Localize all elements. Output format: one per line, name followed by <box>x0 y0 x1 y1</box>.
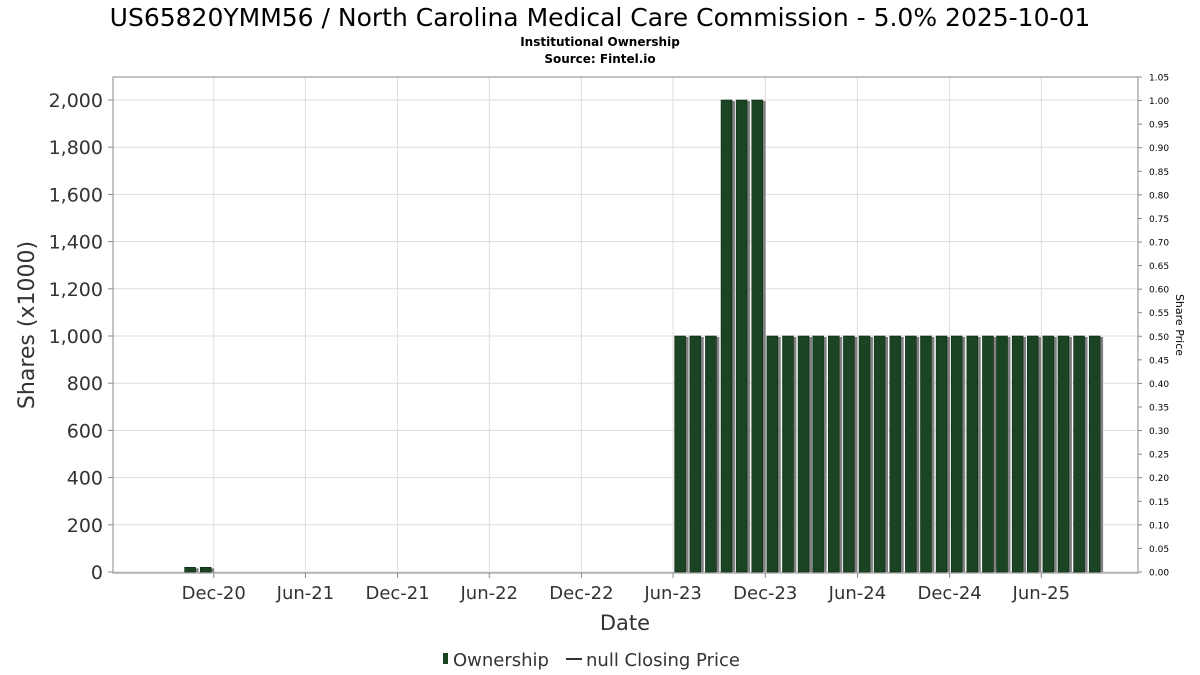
y-tick-label: 400 <box>67 468 103 490</box>
x-tick-label: Dec-22 <box>549 583 613 604</box>
y2-tick-label: 0.85 <box>1149 168 1169 178</box>
ownership-bar <box>858 335 871 573</box>
x-tick-label: Jun-21 <box>276 583 335 604</box>
y2-tick-label: 0.35 <box>1149 404 1169 414</box>
y2-tick-label: 0.50 <box>1149 333 1169 343</box>
legend-ownership-label: Ownership <box>453 650 549 671</box>
y2-tick-label: 0.30 <box>1149 427 1169 437</box>
ownership-bar <box>705 335 717 573</box>
legend: Ownership null Closing Price <box>443 650 740 671</box>
ownership-bar <box>812 335 824 573</box>
ownership-bar <box>920 335 932 573</box>
y2-tick-label: 0.25 <box>1149 451 1169 461</box>
y2-tick-label: 0.95 <box>1149 121 1169 131</box>
x-tick-label: Dec-20 <box>182 583 246 604</box>
y2-tick-label: 0.45 <box>1149 356 1169 366</box>
ownership-bar <box>735 99 748 573</box>
y2-tick-label: 1.05 <box>1149 74 1169 84</box>
ownership-bar <box>751 99 763 573</box>
y-tick-label: 800 <box>67 373 103 395</box>
y-tick-label: 1,400 <box>49 232 103 254</box>
ownership-bar <box>674 335 686 573</box>
ownership-bar <box>184 566 196 573</box>
y2-tick-label: 1.00 <box>1149 97 1169 107</box>
y2-tick-label: 0.20 <box>1149 474 1169 484</box>
ownership-bar <box>797 335 810 573</box>
ownership-bar <box>689 335 702 573</box>
y2-tick-label: 0.75 <box>1149 215 1169 225</box>
ownership-bar <box>1073 335 1085 573</box>
y2-axis-ticks: 0.00 0.05 0.10 0.15 0.20 0.25 0.30 0.35 0.40 0.45… <box>1138 74 1169 579</box>
ownership-bar <box>873 335 886 573</box>
y-tick-label: 1,000 <box>49 326 103 348</box>
bars <box>184 99 1104 573</box>
ownership-bar <box>828 335 840 573</box>
y2-tick-label: 0.40 <box>1149 380 1169 390</box>
legend-price-label: null Closing Price <box>586 650 740 671</box>
y2-tick-label: 0.00 <box>1149 569 1169 579</box>
ownership-bar <box>1057 335 1070 573</box>
y2-tick-label: 0.90 <box>1149 144 1169 154</box>
ownership-bar <box>1088 335 1101 573</box>
x-tick-label: Jun-22 <box>459 583 518 604</box>
ownership-bar <box>843 335 855 573</box>
x-tick-label: Jun-25 <box>1012 583 1071 604</box>
y-tick-label: 1,800 <box>49 137 103 159</box>
x-tick-label: Jun-24 <box>828 583 887 604</box>
y-tick-label: 200 <box>67 515 103 537</box>
y2-tick-label: 0.80 <box>1149 191 1169 201</box>
ownership-bar <box>720 99 733 573</box>
ownership-bar <box>766 335 779 573</box>
ownership-bar <box>905 335 917 573</box>
legend-ownership-swatch <box>443 653 448 664</box>
x-tick-label: Dec-24 <box>918 583 982 604</box>
y2-tick-label: 0.10 <box>1149 521 1169 531</box>
ownership-bar <box>950 335 963 573</box>
y-tick-label: 600 <box>67 420 103 442</box>
y2-tick-label: 0.60 <box>1149 286 1169 296</box>
y2-tick-label: 0.70 <box>1149 239 1169 249</box>
x-axis-ticks: Dec-20 Jun-21 Dec-21 Jun-22 Dec-22 Jun-23 Dec-… <box>182 573 1070 604</box>
y2-tick-label: 0.15 <box>1149 498 1169 508</box>
x-tick-label: Jun-23 <box>643 583 702 604</box>
y-tick-label: 1,200 <box>49 279 103 301</box>
x-tick-label: Dec-23 <box>733 583 797 604</box>
x-tick-label: Dec-21 <box>365 583 429 604</box>
y2-tick-label: 0.05 <box>1149 545 1169 555</box>
ownership-bar <box>1042 335 1055 573</box>
y-axis-label: Shares (x1000) <box>15 241 40 409</box>
y2-tick-label: 0.65 <box>1149 262 1169 272</box>
ownership-bar <box>935 335 948 573</box>
y-tick-label: 1,600 <box>49 184 103 206</box>
chart-source: Source: Fintel.io <box>544 52 656 66</box>
y2-axis-label: Share Price <box>1173 294 1186 356</box>
chart-subtitle: Institutional Ownership <box>520 35 680 49</box>
ownership-bar <box>199 566 212 573</box>
ownership-bar <box>982 335 994 573</box>
ownership-bar <box>782 335 794 573</box>
ownership-bar <box>1011 335 1024 573</box>
ownership-bar <box>966 335 979 573</box>
plot-frame <box>112 76 1139 574</box>
y-tick-label: 0 <box>91 562 103 584</box>
y2-tick-label: 0.55 <box>1149 309 1169 319</box>
ownership-bar <box>889 335 901 573</box>
ownership-bar <box>996 335 1008 573</box>
chart-title: US65820YMM56 / North Carolina Medical Ca… <box>109 3 1091 32</box>
y-axis-ticks: 0 200 400 600 800 1,000 1,200 1,400 1,600 1,800 2,… <box>49 90 113 584</box>
ownership-bar <box>1026 335 1039 573</box>
x-axis-label: Date <box>600 611 650 635</box>
y-tick-label: 2,000 <box>49 90 103 112</box>
